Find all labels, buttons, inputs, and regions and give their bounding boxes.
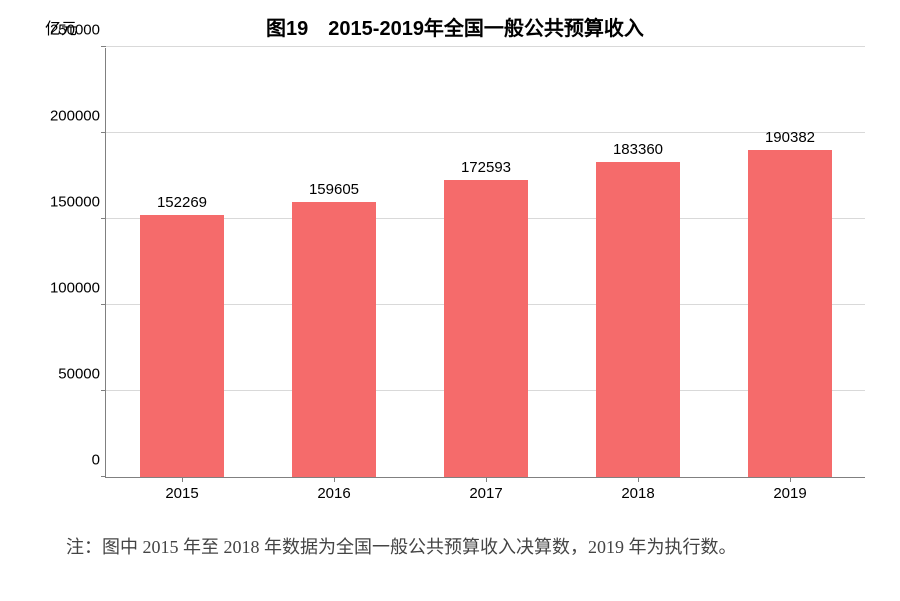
y-tick-mark [101, 304, 106, 305]
x-tick-mark [790, 477, 791, 482]
y-tick-mark [101, 46, 106, 47]
y-tick-mark [101, 390, 106, 391]
chart-footnote: 注：图中 2015 年至 2018 年数据为全国一般公共预算收入决算数，2019… [30, 532, 870, 563]
x-tick-mark [334, 477, 335, 482]
x-tick-label: 2019 [773, 485, 806, 502]
y-tick-label: 50000 [58, 366, 100, 383]
bar: 152269 [140, 215, 224, 477]
y-tick-label: 0 [92, 452, 100, 469]
bar: 190382 [748, 150, 832, 477]
plot-area: 0500001000001500002000002500001522692015… [105, 48, 865, 478]
x-tick-label: 2017 [469, 485, 502, 502]
y-tick-label: 250000 [50, 22, 100, 39]
bar: 183360 [596, 162, 680, 477]
y-tick-label: 200000 [50, 108, 100, 125]
y-tick-mark [101, 476, 106, 477]
bar-value-label: 159605 [309, 181, 359, 198]
x-tick-mark [638, 477, 639, 482]
bar-value-label: 172593 [461, 159, 511, 176]
y-tick-label: 100000 [50, 280, 100, 297]
bar: 159605 [292, 202, 376, 477]
x-tick-label: 2018 [621, 485, 654, 502]
y-tick-mark [101, 132, 106, 133]
x-tick-mark [486, 477, 487, 482]
y-tick-mark [101, 218, 106, 219]
revenue-bar-chart: 亿元 图19 2015-2019年全国一般公共预算收入 050000100000… [35, 10, 875, 520]
y-tick-label: 150000 [50, 194, 100, 211]
bar-value-label: 190382 [765, 129, 815, 146]
chart-title: 图19 2015-2019年全国一般公共预算收入 [35, 12, 875, 41]
x-tick-label: 2016 [317, 485, 350, 502]
gridline [106, 46, 865, 47]
gridline [106, 132, 865, 133]
bar-value-label: 183360 [613, 141, 663, 158]
x-tick-label: 2015 [165, 485, 198, 502]
bar: 172593 [444, 180, 528, 477]
bar-value-label: 152269 [157, 194, 207, 211]
x-tick-mark [182, 477, 183, 482]
